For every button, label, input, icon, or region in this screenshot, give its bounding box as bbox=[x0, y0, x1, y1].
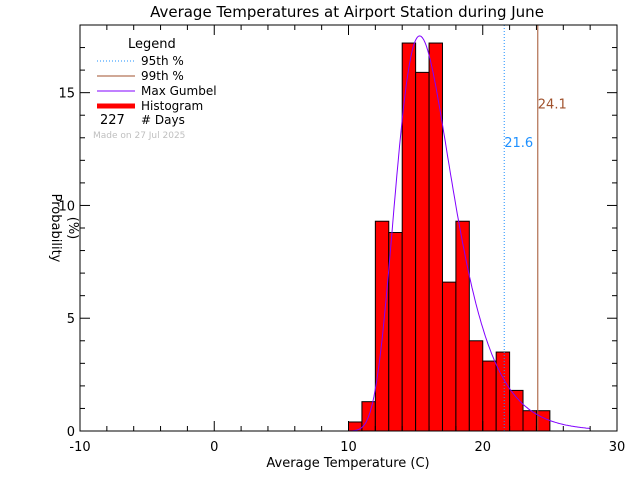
histogram-bar bbox=[522, 410, 537, 432]
percentile-99-label: 24.1 bbox=[538, 97, 567, 112]
legend-label-99th: 99th % bbox=[141, 69, 184, 83]
legend-label-95th: 95th % bbox=[141, 54, 184, 68]
histogram-bar bbox=[388, 232, 403, 432]
legend: Legend 95th % 99th % Max Gumbel Histogra… bbox=[93, 37, 217, 141]
legend-label-histogram: Histogram bbox=[141, 99, 203, 113]
y-axis-title-line2: (%) bbox=[65, 217, 80, 240]
x-tick-label: 10 bbox=[340, 440, 357, 455]
percentile-95-label: 21.6 bbox=[504, 136, 533, 151]
histogram-bar bbox=[441, 281, 457, 432]
histogram-bars bbox=[348, 42, 551, 432]
y-axis-title: Probability (%) bbox=[48, 194, 80, 263]
histogram-bar bbox=[482, 360, 497, 432]
y-tick-label: 10 bbox=[58, 199, 75, 214]
y-axis-title-line1: Probability bbox=[48, 194, 63, 263]
percentile-lines: 21.6 24.1 bbox=[503, 25, 567, 431]
y-tick-label: 15 bbox=[58, 87, 75, 102]
legend-days-count: 227 bbox=[100, 113, 125, 128]
legend-days-label: # Days bbox=[141, 113, 185, 127]
x-tick-label: 30 bbox=[609, 440, 626, 455]
histogram-bar bbox=[468, 340, 484, 432]
gumbel-curve bbox=[348, 35, 591, 432]
histogram-bar bbox=[509, 389, 524, 432]
histogram-bar bbox=[348, 421, 363, 432]
histogram-bar bbox=[495, 351, 511, 432]
histogram-bar bbox=[415, 71, 430, 432]
y-axis-ticks: 0 5 10 15 bbox=[58, 24, 617, 440]
made-on-note: Made on 27 Jul 2025 bbox=[93, 131, 185, 141]
x-tick-label: -10 bbox=[69, 440, 90, 455]
x-axis-ticks: -10 0 10 20 30 bbox=[69, 25, 625, 455]
chart-title: Average Temperatures at Airport Station … bbox=[150, 3, 544, 21]
histogram-bar bbox=[374, 220, 390, 432]
histogram-bar bbox=[455, 220, 470, 432]
x-tick-label: 0 bbox=[210, 440, 218, 455]
gumbel-curve-layer bbox=[348, 35, 591, 432]
x-axis-title: Average Temperature (C) bbox=[266, 456, 429, 471]
x-tick-label: 20 bbox=[474, 440, 491, 455]
legend-label-gumbel: Max Gumbel bbox=[141, 84, 217, 98]
histogram-bar bbox=[535, 410, 551, 432]
histogram-bar bbox=[428, 42, 443, 432]
y-tick-label: 5 bbox=[67, 312, 75, 327]
legend-title: Legend bbox=[128, 37, 176, 52]
y-tick-label: 0 bbox=[67, 425, 75, 440]
